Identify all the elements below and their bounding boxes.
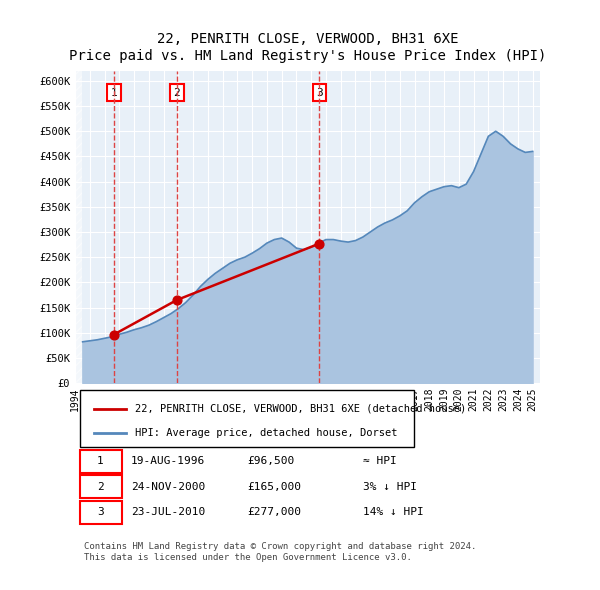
Text: Contains HM Land Registry data © Crown copyright and database right 2024.
This d: Contains HM Land Registry data © Crown c… [84,542,476,562]
Text: 1: 1 [97,456,104,466]
Point [172,295,182,304]
Text: £96,500: £96,500 [247,456,295,466]
Text: 1: 1 [110,88,117,98]
Point [109,330,119,339]
Text: 24-NOV-2000: 24-NOV-2000 [131,482,205,492]
Text: £277,000: £277,000 [247,507,301,517]
Text: 2: 2 [173,88,180,98]
Point [314,239,324,248]
FancyBboxPatch shape [80,476,121,498]
Text: £165,000: £165,000 [247,482,301,492]
FancyBboxPatch shape [80,450,121,473]
Text: 19-AUG-1996: 19-AUG-1996 [131,456,205,466]
Text: 3% ↓ HPI: 3% ↓ HPI [364,482,418,492]
FancyBboxPatch shape [80,390,415,447]
Text: 3: 3 [316,88,323,98]
Text: 23-JUL-2010: 23-JUL-2010 [131,507,205,517]
FancyBboxPatch shape [80,501,121,524]
Text: 3: 3 [97,507,104,517]
Text: ≈ HPI: ≈ HPI [364,456,397,466]
Text: 14% ↓ HPI: 14% ↓ HPI [364,507,424,517]
Text: 22, PENRITH CLOSE, VERWOOD, BH31 6XE (detached house): 22, PENRITH CLOSE, VERWOOD, BH31 6XE (de… [136,404,467,414]
Text: 2: 2 [97,482,104,492]
Bar [75,71,82,383]
Text: HPI: Average price, detached house, Dorset: HPI: Average price, detached house, Dors… [136,428,398,438]
Title: 22, PENRITH CLOSE, VERWOOD, BH31 6XE
Price paid vs. HM Land Registry's House Pri: 22, PENRITH CLOSE, VERWOOD, BH31 6XE Pri… [69,32,546,63]
